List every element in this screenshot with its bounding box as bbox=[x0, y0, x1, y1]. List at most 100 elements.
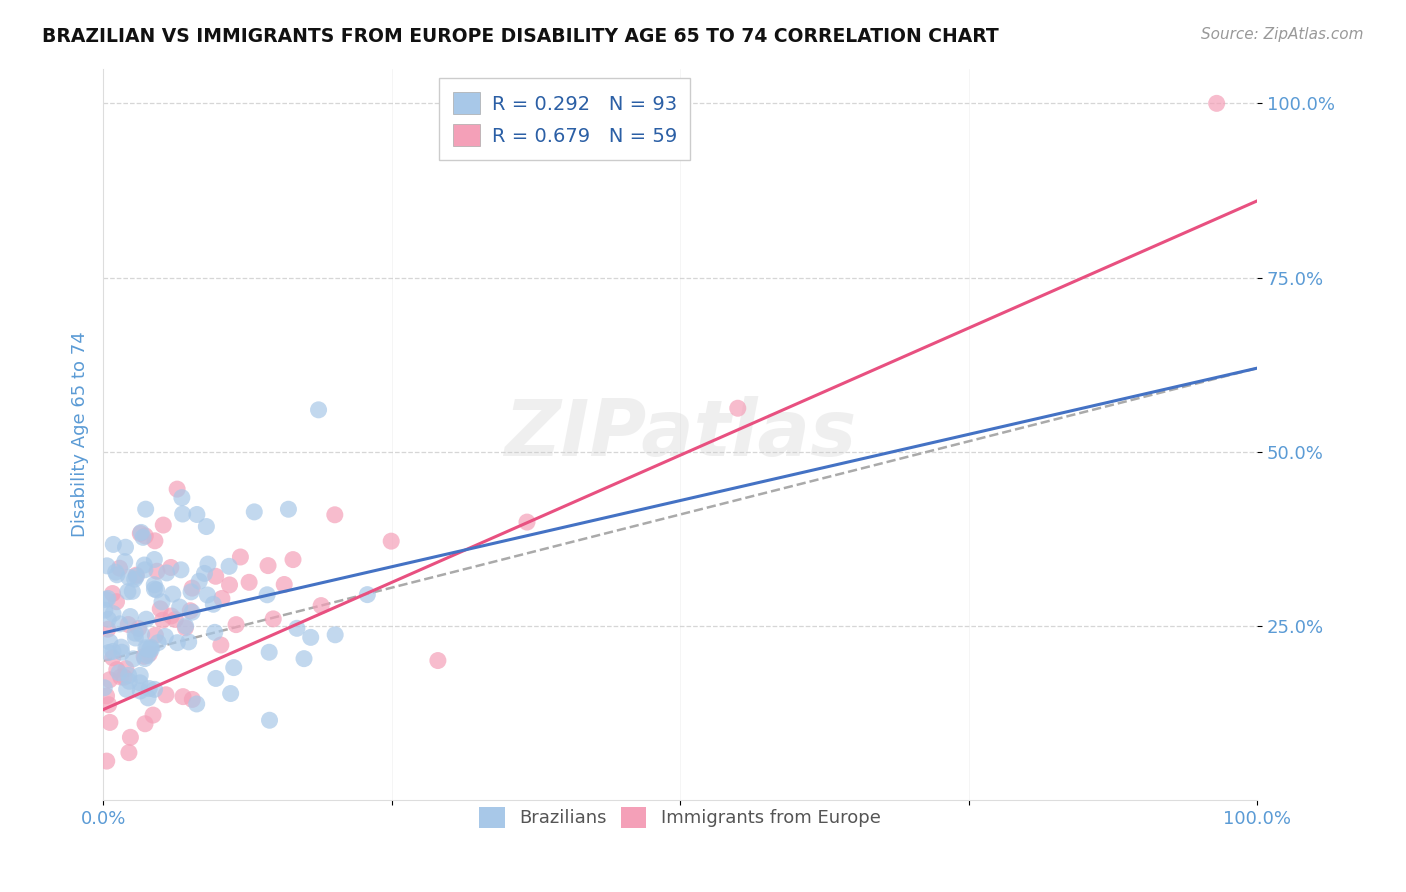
Text: Source: ZipAtlas.com: Source: ZipAtlas.com bbox=[1201, 27, 1364, 42]
Point bbox=[193, 566, 215, 581]
Point bbox=[118, 570, 141, 584]
Point bbox=[204, 569, 226, 583]
Point bbox=[134, 651, 156, 665]
Point bbox=[135, 642, 157, 657]
Point bbox=[179, 604, 201, 618]
Point bbox=[1205, 96, 1227, 111]
Point bbox=[143, 533, 166, 548]
Point bbox=[218, 578, 240, 592]
Point bbox=[155, 630, 177, 644]
Point bbox=[105, 567, 128, 582]
Point bbox=[129, 526, 152, 541]
Point bbox=[120, 609, 142, 624]
Point bbox=[257, 645, 280, 659]
Point bbox=[108, 665, 131, 680]
Point bbox=[197, 588, 219, 602]
Point bbox=[299, 631, 322, 645]
Point bbox=[118, 746, 141, 760]
Point bbox=[188, 574, 211, 589]
Point bbox=[516, 515, 538, 529]
Point bbox=[152, 518, 174, 533]
Point bbox=[93, 681, 115, 695]
Point bbox=[134, 649, 156, 664]
Point bbox=[122, 652, 145, 666]
Point bbox=[124, 626, 146, 640]
Point bbox=[131, 627, 153, 641]
Point bbox=[356, 588, 378, 602]
Point bbox=[205, 672, 228, 686]
Point bbox=[141, 642, 163, 657]
Point bbox=[134, 558, 156, 572]
Point bbox=[110, 640, 132, 655]
Point bbox=[124, 572, 146, 586]
Point bbox=[308, 402, 330, 417]
Point bbox=[229, 549, 252, 564]
Point bbox=[150, 595, 173, 609]
Point bbox=[101, 644, 124, 658]
Point bbox=[152, 613, 174, 627]
Point bbox=[149, 602, 172, 616]
Point bbox=[98, 673, 121, 687]
Point bbox=[96, 689, 118, 703]
Point bbox=[129, 668, 152, 682]
Point bbox=[136, 690, 159, 705]
Point bbox=[108, 616, 131, 631]
Point bbox=[143, 682, 166, 697]
Point bbox=[94, 592, 117, 607]
Point bbox=[177, 635, 200, 649]
Point bbox=[135, 640, 157, 655]
Point bbox=[115, 682, 138, 697]
Point bbox=[186, 697, 208, 711]
Point bbox=[145, 582, 167, 597]
Point bbox=[98, 635, 121, 649]
Point bbox=[143, 552, 166, 566]
Point bbox=[174, 621, 197, 635]
Point bbox=[108, 561, 131, 575]
Point bbox=[118, 668, 141, 682]
Point bbox=[197, 557, 219, 571]
Point bbox=[219, 686, 242, 700]
Point bbox=[132, 530, 155, 544]
Point bbox=[273, 577, 295, 591]
Point bbox=[101, 650, 124, 665]
Point bbox=[323, 508, 346, 522]
Point bbox=[138, 647, 160, 661]
Point bbox=[121, 584, 143, 599]
Point bbox=[134, 529, 156, 543]
Point bbox=[129, 675, 152, 690]
Point bbox=[181, 581, 204, 595]
Point bbox=[103, 537, 125, 551]
Point bbox=[292, 651, 315, 665]
Point bbox=[257, 558, 280, 573]
Point bbox=[211, 591, 233, 606]
Point bbox=[172, 507, 194, 521]
Point bbox=[195, 519, 218, 533]
Point bbox=[136, 648, 159, 663]
Point bbox=[134, 716, 156, 731]
Point bbox=[105, 595, 128, 609]
Point bbox=[135, 502, 157, 516]
Point bbox=[124, 631, 146, 645]
Point bbox=[117, 584, 139, 599]
Point bbox=[181, 605, 204, 619]
Point bbox=[111, 645, 134, 659]
Point bbox=[96, 558, 118, 573]
Point bbox=[727, 401, 749, 416]
Point bbox=[115, 662, 138, 676]
Point bbox=[170, 563, 193, 577]
Point bbox=[114, 555, 136, 569]
Point bbox=[174, 619, 197, 633]
Point bbox=[218, 559, 240, 574]
Point bbox=[323, 628, 346, 642]
Point bbox=[204, 625, 226, 640]
Point bbox=[143, 577, 166, 591]
Point bbox=[277, 502, 299, 516]
Point bbox=[186, 508, 208, 522]
Point bbox=[225, 617, 247, 632]
Point bbox=[181, 692, 204, 706]
Point bbox=[101, 607, 124, 621]
Point bbox=[160, 560, 183, 574]
Point bbox=[172, 690, 194, 704]
Point bbox=[160, 609, 183, 624]
Point bbox=[97, 591, 120, 606]
